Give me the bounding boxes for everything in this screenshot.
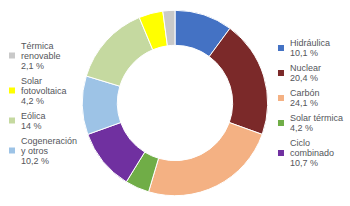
- svg-text:Térmica: Térmica: [21, 41, 54, 51]
- svg-text:10,2 %: 10,2 %: [21, 156, 49, 166]
- svg-text:10,1 %: 10,1 %: [290, 48, 318, 58]
- svg-text:Solar térmica: Solar térmica: [290, 113, 343, 123]
- svg-text:4,2 %: 4,2 %: [290, 123, 313, 133]
- svg-text:y otros: y otros: [21, 146, 49, 156]
- svg-text:2,1 %: 2,1 %: [21, 61, 44, 71]
- svg-text:Carbón: Carbón: [290, 88, 320, 98]
- svg-text:combinado: combinado: [290, 148, 334, 158]
- svg-text:fotovoltaica: fotovoltaica: [21, 86, 67, 96]
- svg-text:14 %: 14 %: [21, 121, 42, 131]
- svg-text:20,4 %: 20,4 %: [290, 73, 318, 83]
- svg-text:Nuclear: Nuclear: [290, 63, 321, 73]
- svg-text:Ciclo: Ciclo: [290, 138, 310, 148]
- svg-text:24,1 %: 24,1 %: [290, 98, 318, 108]
- svg-text:10,7 %: 10,7 %: [290, 158, 318, 168]
- svg-text:renovable: renovable: [21, 51, 61, 61]
- svg-text:Hidráulica: Hidráulica: [290, 38, 330, 48]
- svg-text:Eólica: Eólica: [21, 111, 46, 121]
- svg-text:Cogeneración: Cogeneración: [21, 136, 77, 146]
- svg-text:4,2 %: 4,2 %: [21, 96, 44, 106]
- svg-text:Solar: Solar: [21, 76, 42, 86]
